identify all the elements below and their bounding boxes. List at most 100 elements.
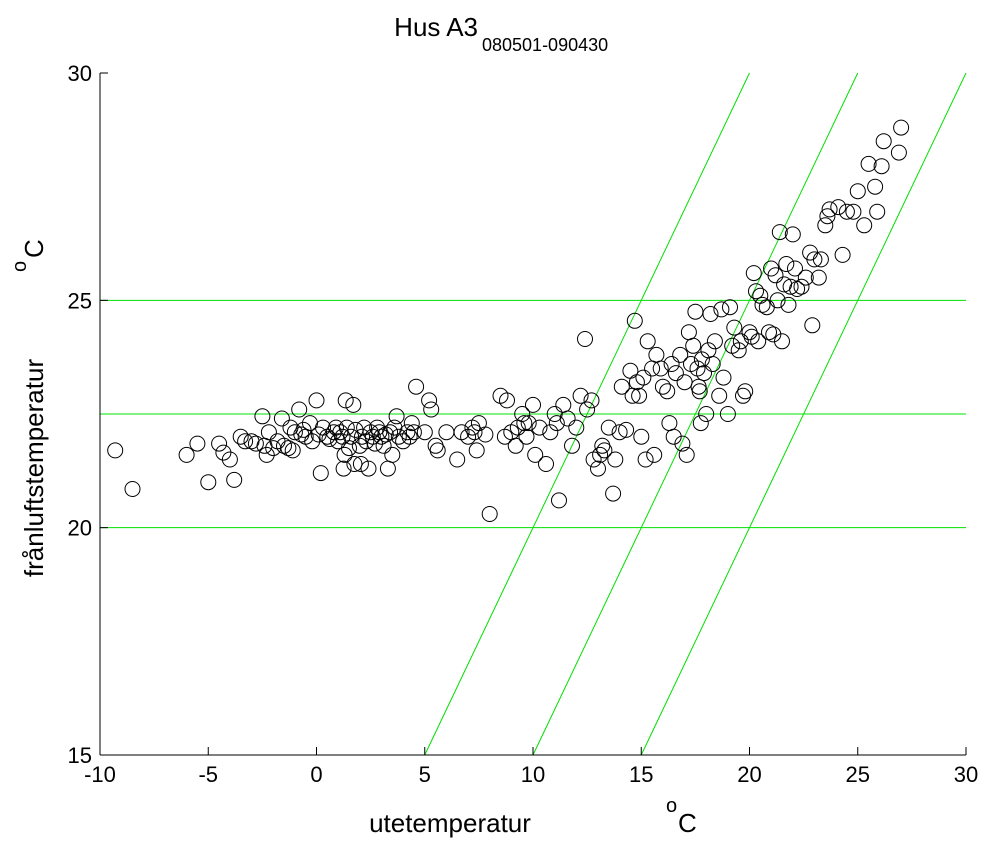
data-point: [178, 446, 195, 463]
data-point: [291, 401, 308, 418]
x-unit-superscript: o: [666, 795, 677, 817]
x-tick-label: 30: [954, 762, 978, 787]
data-point: [286, 424, 303, 441]
data-point: [579, 401, 596, 418]
data-point: [559, 410, 576, 427]
data-point: [276, 437, 292, 454]
data-point: [338, 419, 355, 436]
data-point: [405, 424, 422, 441]
data-point: [507, 437, 524, 454]
x-tick-label: 10: [521, 762, 545, 787]
data-point: [782, 278, 799, 295]
data-point: [590, 460, 606, 477]
data-point: [611, 424, 628, 441]
data-point: [189, 435, 206, 452]
data-point: [555, 396, 572, 413]
data-point: [429, 442, 446, 459]
data-point: [719, 406, 736, 422]
data-point: [416, 424, 433, 441]
data-point: [797, 269, 814, 286]
data-point: [527, 446, 544, 463]
x-tick-label: 15: [629, 762, 653, 787]
data-point: [780, 296, 797, 313]
diagonal-reference-line: [424, 72, 750, 756]
x-tick-label: 20: [737, 762, 761, 787]
y-tick-label: 15: [68, 743, 92, 768]
data-point: [624, 387, 641, 404]
data-point: [654, 378, 671, 395]
data-point: [680, 324, 697, 341]
data-point: [633, 428, 650, 445]
data-point: [758, 299, 775, 316]
data-point: [691, 383, 708, 400]
data-point: [678, 446, 695, 463]
data-point: [607, 451, 624, 468]
data-point: [715, 369, 732, 386]
data-point: [254, 408, 271, 425]
data-point: [665, 428, 682, 445]
data-point: [618, 421, 635, 438]
data-point: [769, 292, 786, 309]
data-points: [107, 119, 910, 522]
data-point: [849, 183, 866, 200]
data-point: [548, 415, 565, 432]
data-point: [661, 415, 678, 432]
data-point: [812, 251, 829, 268]
data-point: [308, 392, 325, 409]
data-point: [789, 281, 806, 297]
data-point: [784, 226, 801, 243]
data-point: [687, 303, 704, 320]
data-point: [360, 460, 377, 477]
x-axis-label: utetemperatur: [369, 808, 531, 838]
data-point: [732, 333, 749, 350]
x-tick-label: 0: [310, 762, 322, 787]
data-point: [737, 383, 754, 400]
data-point: [345, 396, 362, 413]
data-point: [765, 326, 782, 343]
data-point: [676, 374, 693, 391]
data-point: [232, 428, 249, 445]
data-point: [804, 317, 821, 334]
diagonal-reference-line: [640, 72, 967, 756]
data-point: [592, 446, 609, 463]
chart-title: Hus A3: [394, 12, 478, 42]
data-point: [312, 465, 329, 482]
data-point: [438, 424, 455, 441]
data-point: [613, 378, 630, 395]
data-point: [247, 435, 264, 452]
x-unit: C: [678, 808, 697, 838]
data-point: [644, 360, 661, 377]
data-point: [605, 485, 622, 502]
data-point: [821, 201, 838, 218]
data-point: [652, 360, 669, 377]
data-point: [704, 356, 721, 372]
data-point: [750, 333, 767, 350]
data-point: [659, 383, 676, 400]
tick-labels: -10 -5 0 5 10 15 20 25 30 15 20 25 30: [68, 61, 979, 787]
data-point: [564, 437, 580, 454]
x-tick-label: -10: [84, 762, 116, 787]
data-point: [802, 244, 819, 261]
data-point: [745, 265, 762, 282]
data-point: [793, 278, 810, 295]
data-point: [696, 365, 712, 382]
data-point: [518, 428, 535, 445]
data-point: [626, 312, 643, 329]
data-point: [648, 346, 665, 363]
data-point: [200, 474, 217, 491]
data-point: [577, 331, 593, 347]
data-point: [514, 406, 531, 422]
data-point: [477, 426, 494, 443]
data-point: [893, 119, 910, 136]
data-point: [551, 492, 567, 509]
data-point: [516, 415, 533, 432]
data-point: [499, 392, 515, 409]
data-point: [845, 203, 862, 220]
x-tick-label: -5: [198, 762, 218, 787]
data-point: [830, 199, 847, 216]
data-point: [600, 419, 617, 436]
data-point: [667, 365, 684, 382]
data-point: [377, 426, 394, 443]
data-point: [838, 203, 855, 220]
data-point: [337, 392, 354, 409]
